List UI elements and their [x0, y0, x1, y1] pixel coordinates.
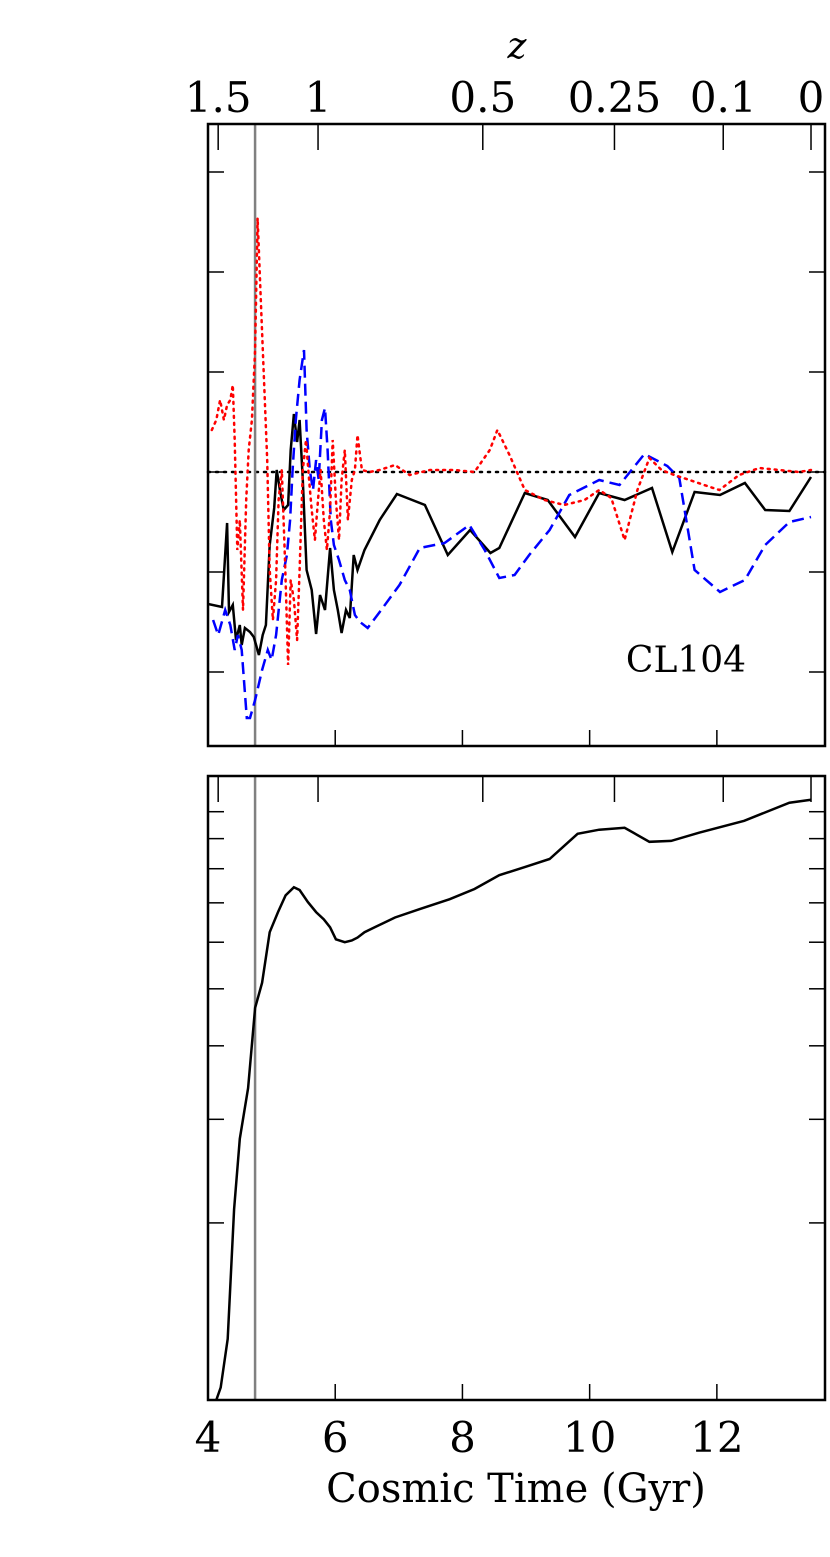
- plot-frame: [206, 774, 827, 1402]
- x2-tick-label: 0: [798, 73, 825, 122]
- x2-tick-label: 0.25: [568, 73, 662, 122]
- x2-tick-label: 0.1: [690, 73, 757, 122]
- x-tick-label: 6: [322, 1413, 349, 1462]
- plot-frame: [206, 122, 827, 748]
- data-line: [210, 217, 813, 666]
- data-line: [208, 413, 813, 656]
- x2-tick-label: 0.5: [449, 73, 516, 122]
- x2-tick-label: 1.5: [185, 73, 252, 122]
- top-axis-label: z: [507, 26, 528, 67]
- annotation: CL104: [626, 640, 746, 681]
- x-tick-label: 12: [690, 1413, 743, 1462]
- x-tick-label: 8: [449, 1413, 476, 1462]
- x-tick-label: 4: [195, 1413, 222, 1462]
- data-line: [211, 349, 812, 720]
- x-axis-label: Cosmic Time (Gyr): [326, 1466, 706, 1512]
- x2-tick-label: 1: [305, 73, 332, 122]
- x-tick-label: 10: [563, 1413, 616, 1462]
- data-line: [215, 798, 812, 1400]
